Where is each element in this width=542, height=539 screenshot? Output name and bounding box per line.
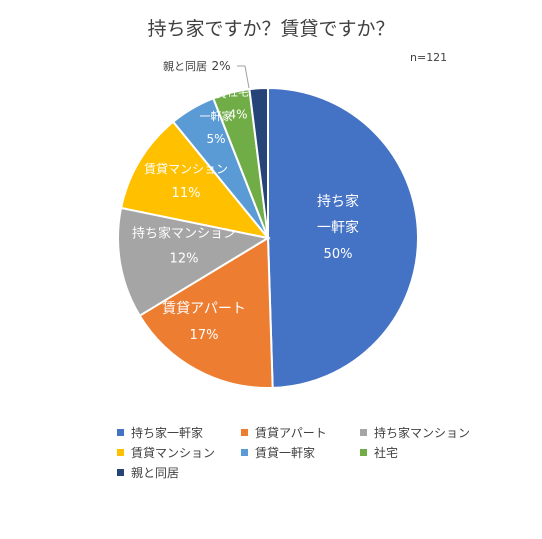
legend-item: 持ち家マンション (360, 424, 470, 441)
slice-label-5-line-0: 社宅 (227, 85, 249, 99)
sample-size-note: n=121 (410, 51, 448, 64)
slice-value-2: 12% (170, 252, 199, 267)
legend-swatch (117, 469, 124, 476)
legend-item: 賃貸アパート (241, 424, 327, 441)
slice-value-4: 5% (206, 132, 225, 146)
pie-slice-2 (117, 206, 271, 318)
slice-label-0-line-0: 持ち家 (317, 193, 359, 210)
slice-label-3-line-0: 賃貸マンション (144, 161, 228, 176)
legend-label: 賃貸一軒家 (255, 446, 316, 460)
legend-label: 賃貸マンション (131, 446, 216, 460)
legend-item: 持ち家一軒家 (117, 424, 203, 441)
legend-swatch (241, 429, 248, 436)
legend-item: 賃貸マンション (117, 444, 215, 461)
legend-label: 持ち家一軒家 (131, 426, 204, 440)
slice-label-2-line-0: 持ち家マンション (132, 226, 236, 242)
slice-value-0: 50% (324, 247, 353, 262)
legend-item: 賃貸一軒家 (241, 444, 315, 461)
legend-label: 持ち家マンション (374, 426, 471, 440)
slice-label-6: 親と同居 (163, 60, 207, 73)
pie-slice-1 (138, 236, 274, 389)
legend-swatch (360, 429, 367, 436)
legend-label: 賃貸アパート (255, 426, 327, 440)
legend-item: 社宅 (360, 444, 398, 461)
legend-swatch (117, 429, 124, 436)
legend-swatch (117, 449, 124, 456)
leader-line (237, 65, 250, 89)
legend-swatch (360, 449, 367, 456)
legend-item: 親と同居 (117, 464, 179, 481)
pie-slice-3 (119, 120, 271, 240)
slice-label-4-line-0: 賃貸 (205, 86, 227, 100)
legend-label: 社宅 (374, 446, 399, 460)
pie-slice-0 (267, 86, 419, 389)
slice-label-0-line-1: 一軒家 (317, 219, 359, 236)
slice-label-1-line-0: 賃貸アパート (162, 301, 246, 317)
slice-value-1: 17% (190, 328, 219, 343)
slice-label-4-line-1: 一軒家 (200, 109, 233, 123)
legend-label: 親と同居 (131, 466, 180, 480)
slice-value-3: 11% (172, 186, 201, 201)
chart-title: 持ち家ですか？賃貸ですか？ (147, 18, 395, 40)
pie-slice-6 (248, 86, 269, 239)
slice-value-6: 2% (211, 59, 230, 73)
slice-value-5: 4% (228, 108, 247, 122)
legend-swatch (241, 449, 248, 456)
